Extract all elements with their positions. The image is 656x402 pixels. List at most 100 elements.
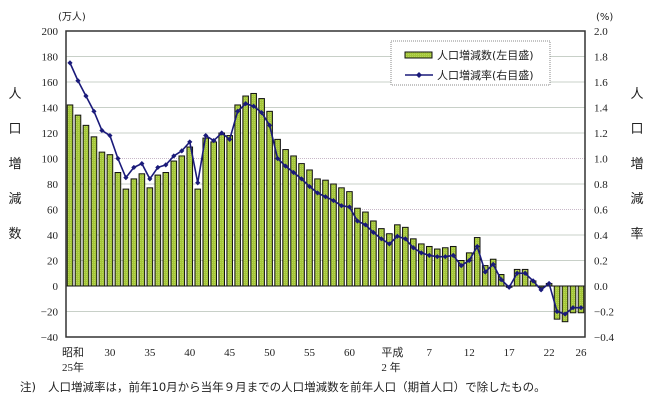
- left-tick-label: 160: [42, 77, 59, 89]
- bar: [282, 149, 289, 287]
- x-tick-label: 昭和: [62, 346, 84, 359]
- svg-text:増: 増: [8, 157, 21, 172]
- line-marker-icon: [362, 222, 369, 228]
- right-tick-label: 1.8: [594, 52, 608, 64]
- legend-line-label: 人口増減率(右目盛): [437, 68, 534, 82]
- bar: [194, 188, 202, 287]
- left-axis-title: 人口増減数: [8, 87, 21, 242]
- left-tick-label: 100: [42, 154, 59, 166]
- line-marker-icon: [83, 93, 89, 99]
- line-marker-icon: [274, 155, 281, 162]
- line-marker-icon: [498, 277, 504, 283]
- line-marker-icon: [442, 254, 448, 260]
- right-tick-label: 1.0: [594, 154, 608, 166]
- line-marker-icon: [314, 190, 321, 196]
- line-marker-icon: [267, 122, 273, 128]
- line-marker-icon: [155, 164, 161, 171]
- right-tick-label: 0.2: [594, 256, 608, 268]
- bar: [298, 163, 305, 287]
- line-marker-icon: [123, 175, 129, 181]
- line-marker-icon: [211, 138, 217, 144]
- bar: [250, 92, 257, 287]
- x-tick-label: 17: [504, 347, 516, 359]
- bar: [170, 160, 178, 287]
- line-marker-icon: [410, 245, 416, 251]
- line-marker-icon: [450, 252, 456, 258]
- left-tick-label: 20: [47, 256, 59, 268]
- line-marker-icon: [402, 236, 408, 242]
- line-marker-icon: [227, 136, 233, 142]
- bar: [338, 187, 345, 287]
- bar: [106, 154, 114, 287]
- line-marker-icon: [522, 270, 528, 276]
- bar: [130, 178, 138, 287]
- x-tick-label: 12: [464, 347, 475, 359]
- bar: [218, 132, 225, 287]
- left-tick-label: 200: [42, 26, 59, 38]
- line-marker-icon: [131, 164, 137, 171]
- line-marker-icon: [282, 163, 289, 169]
- line-marker-icon: [171, 153, 177, 159]
- line-marker-icon: [75, 78, 81, 84]
- line-marker-icon: [418, 250, 424, 256]
- line-marker-icon: [546, 280, 552, 287]
- right-tick-label: 0.8: [594, 179, 608, 191]
- bar: [418, 243, 425, 287]
- line-marker-icon: [530, 278, 536, 284]
- bar: [258, 98, 265, 287]
- footnote-text: 人口増減率は，前年10月から当年９月までの人口増減数を前年人口（期首人口）で除し…: [48, 380, 546, 394]
- left-axis-unit: (万人): [58, 11, 86, 23]
- right-tick-label: −0.4: [594, 332, 614, 344]
- line-marker-icon: [386, 241, 392, 247]
- line-marker-icon: [243, 101, 249, 107]
- right-tick-label: 2.0: [594, 26, 608, 38]
- line-marker-icon: [562, 311, 568, 317]
- line-marker-icon: [482, 269, 488, 275]
- bar: [226, 135, 233, 287]
- line-marker-icon: [322, 194, 329, 200]
- x-tick-label: 55: [304, 347, 316, 359]
- svg-text:口: 口: [8, 122, 21, 137]
- left-tick-label: 180: [42, 52, 59, 64]
- bar: [122, 188, 130, 287]
- line-marker-icon: [514, 270, 520, 276]
- x-tick-label: 50: [264, 347, 276, 359]
- left-tick-label: −20: [41, 307, 59, 319]
- right-tick-label: 1.4: [594, 103, 608, 115]
- line-marker-icon: [434, 254, 440, 260]
- x-tick-label: 7: [427, 347, 433, 359]
- line-marker-icon: [235, 108, 241, 114]
- bar-series: [66, 92, 585, 323]
- bar: [441, 247, 449, 287]
- line-marker-icon: [251, 103, 257, 109]
- right-axis-ticks: 2.0 1.8 1.6 1.4 1.2 1.0 0.8 0.6 0.4 0.2 0.0 −0.2 −0.…: [594, 26, 614, 344]
- x-tick-label: 45: [224, 347, 236, 359]
- left-tick-label: 60: [47, 205, 59, 217]
- line-marker-icon: [394, 233, 400, 239]
- bar: [98, 151, 106, 287]
- legend: 人口増減数(左目盛) 人口増減率(右目盛): [390, 40, 551, 86]
- line-marker-icon: [426, 252, 432, 258]
- line-marker-icon: [378, 236, 384, 242]
- svg-text:率: 率: [630, 226, 643, 242]
- line-marker-icon: [554, 308, 560, 315]
- line-marker-icon: [330, 197, 337, 204]
- left-tick-label: 140: [42, 103, 59, 115]
- right-tick-label: 0.0: [594, 281, 608, 293]
- line-series: [67, 60, 584, 317]
- x-tick-label-line2: 25年: [62, 360, 84, 374]
- line-marker-icon: [203, 132, 209, 139]
- line-marker-icon: [219, 130, 225, 136]
- bar: [426, 245, 433, 287]
- right-tick-label: 0.6: [594, 205, 608, 217]
- line-marker-icon: [338, 203, 345, 209]
- legend-bar-swatch: [404, 51, 433, 59]
- bar: [449, 245, 457, 287]
- bar: [90, 136, 98, 287]
- line-marker-icon: [195, 180, 201, 186]
- line-marker-icon: [139, 161, 145, 167]
- right-tick-label: −0.2: [594, 307, 614, 319]
- left-tick-label: 0: [53, 281, 59, 293]
- right-tick-label: 1.6: [594, 77, 608, 89]
